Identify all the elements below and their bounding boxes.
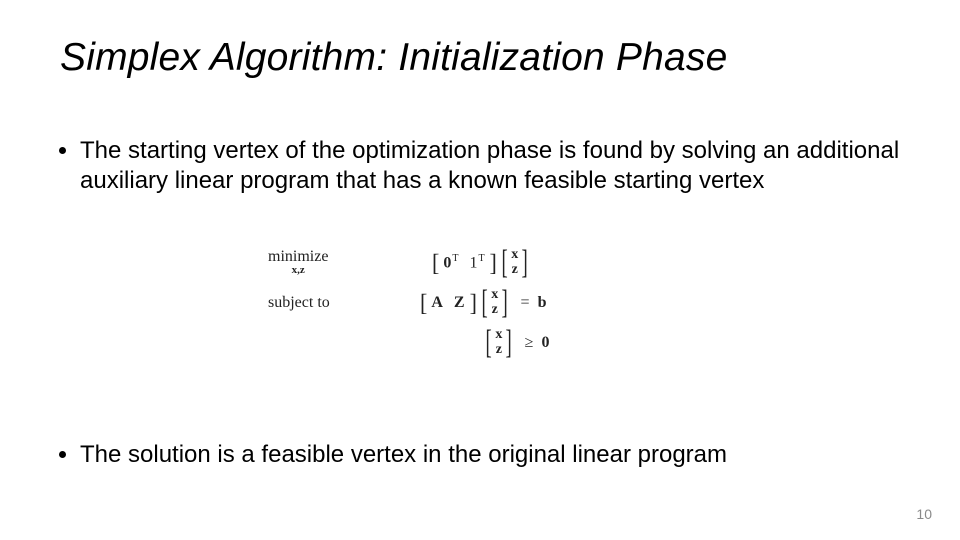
b-vector: b (538, 294, 547, 312)
xz-vector-2: [ x z ] (479, 288, 511, 318)
geq-sign: ≥ (517, 334, 542, 352)
bullet-block-2: The solution is a feasible vertex in the… (60, 440, 900, 470)
bullet-item-2: The solution is a feasible vertex in the… (80, 440, 900, 470)
slide-title: Simplex Algorithm: Initialization Phase (60, 36, 728, 80)
math-row-equality: subject to [ A Z ] [ x z ] = b (268, 288, 549, 318)
xz-vector-3: [ x z ] (483, 328, 515, 358)
slide: Simplex Algorithm: Initialization Phase … (0, 0, 960, 540)
minimize-label: minimize x,z (268, 248, 378, 278)
constraint-matrix: [ A Z ] (420, 292, 477, 314)
subject-to-label: subject to (268, 294, 378, 312)
equals-sign: = (513, 294, 538, 312)
math-block: minimize x,z [ 0T 1T ] [ x z ] (268, 248, 549, 368)
math-row-objective: minimize x,z [ 0T 1T ] [ x z ] (268, 248, 549, 278)
xz-vector-1: [ x z ] (499, 248, 531, 278)
zero-vector: 0 (541, 334, 549, 352)
objective-row-vector: [ 0T 1T ] (432, 252, 497, 274)
math-row-nonneg: [ x z ] ≥ 0 (268, 328, 549, 358)
minimize-vars: x,z (268, 264, 328, 276)
page-number: 10 (916, 506, 932, 522)
bullet-item-1: The starting vertex of the optimization … (80, 136, 900, 196)
bullet-block-1: The starting vertex of the optimization … (60, 136, 900, 206)
minimize-text: minimize (268, 248, 328, 265)
